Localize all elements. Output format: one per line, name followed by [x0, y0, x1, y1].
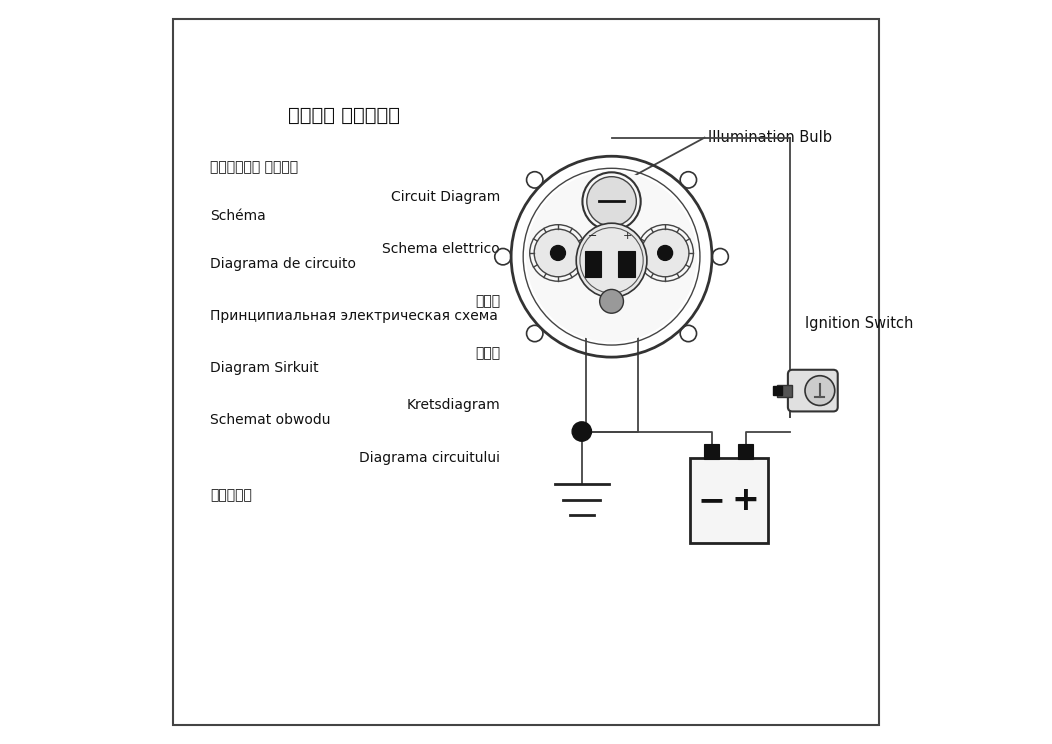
Text: Принципиальная электрическая схема: Принципиальная электрическая схема [209, 310, 498, 323]
Text: Diagrama de circuito: Diagrama de circuito [209, 257, 356, 271]
Bar [739, 444, 753, 459]
Text: Schéma: Schéma [209, 209, 265, 222]
FancyBboxPatch shape [788, 370, 837, 411]
Circle shape [534, 229, 582, 277]
Circle shape [600, 289, 624, 313]
Text: Schema elettrico: Schema elettrico [382, 243, 500, 256]
Text: +: + [623, 231, 632, 241]
Text: Diagram Sirkuit: Diagram Sirkuit [209, 362, 319, 375]
Text: सर्किट आरेख: सर्किट आरेख [209, 161, 298, 174]
Circle shape [658, 246, 672, 260]
Text: +: + [732, 484, 760, 517]
Bar [704, 444, 719, 459]
Text: सरवट चिँउर: सरवट चिँउर [287, 106, 400, 125]
Circle shape [805, 376, 834, 405]
Circle shape [572, 422, 591, 441]
Bar [777, 385, 792, 397]
Text: 회로도: 회로도 [474, 347, 500, 360]
Text: Diagrama circuitului: Diagrama circuitului [359, 451, 500, 464]
Text: −: − [697, 484, 726, 517]
Bar [585, 251, 601, 277]
Circle shape [642, 229, 689, 277]
Ellipse shape [576, 223, 647, 298]
Text: Kretsdiagram: Kretsdiagram [406, 399, 500, 412]
Text: Circuit Diagram: Circuit Diagram [390, 190, 500, 204]
Text: −: − [588, 231, 598, 241]
Circle shape [587, 176, 636, 226]
Text: 回路図: 回路図 [474, 295, 500, 308]
Text: Schemat obwodu: Schemat obwodu [209, 414, 330, 427]
Text: Ignition Switch: Ignition Switch [805, 316, 913, 331]
Bar [619, 251, 634, 277]
Bar [690, 458, 768, 543]
Circle shape [550, 246, 565, 260]
Text: 電路原理圖: 電路原理圖 [209, 488, 251, 501]
Circle shape [526, 171, 696, 342]
Text: Illumination Bulb: Illumination Bulb [708, 130, 832, 145]
